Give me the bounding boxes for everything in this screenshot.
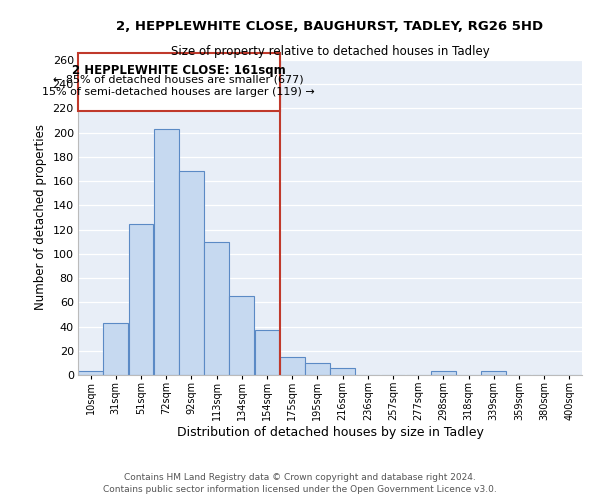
Bar [179,172,204,375]
Bar [204,242,229,375]
Bar [305,363,330,375]
X-axis label: Distribution of detached houses by size in Tadley: Distribution of detached houses by size … [176,426,484,438]
Bar [254,330,280,375]
Bar [481,372,506,375]
Text: ← 85% of detached houses are smaller (677): ← 85% of detached houses are smaller (67… [53,74,304,85]
Bar [280,357,305,375]
Bar [330,368,355,375]
Text: 2 HEPPLEWHITE CLOSE: 161sqm: 2 HEPPLEWHITE CLOSE: 161sqm [72,64,286,76]
Text: Contains HM Land Registry data © Crown copyright and database right 2024.: Contains HM Land Registry data © Crown c… [124,474,476,482]
Bar [103,323,128,375]
Bar [78,372,103,375]
Bar [128,224,154,375]
Y-axis label: Number of detached properties: Number of detached properties [34,124,47,310]
Bar [154,129,179,375]
Text: 15% of semi-detached houses are larger (119) →: 15% of semi-detached houses are larger (… [43,86,315,97]
Text: 2, HEPPLEWHITE CLOSE, BAUGHURST, TADLEY, RG26 5HD: 2, HEPPLEWHITE CLOSE, BAUGHURST, TADLEY,… [116,20,544,33]
Polygon shape [78,52,280,111]
Text: Contains public sector information licensed under the Open Government Licence v3: Contains public sector information licen… [103,485,497,494]
Bar [431,372,456,375]
Text: Size of property relative to detached houses in Tadley: Size of property relative to detached ho… [170,45,490,58]
Bar [229,296,254,375]
